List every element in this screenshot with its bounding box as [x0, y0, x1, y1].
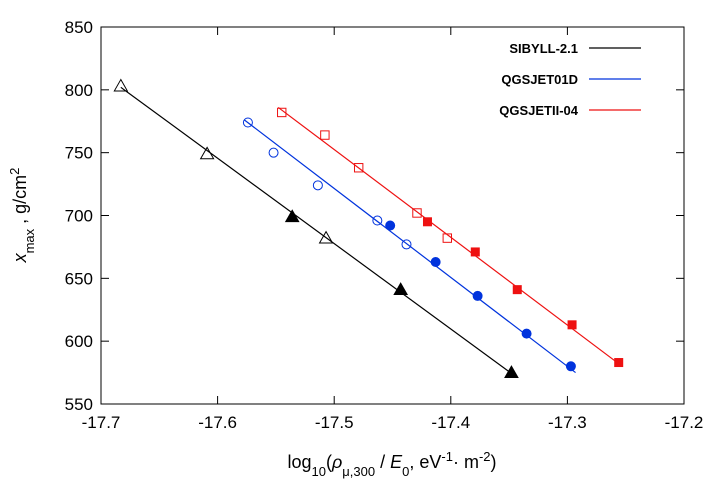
legend-label: QGSJET01D	[501, 72, 578, 87]
filled-point	[472, 290, 483, 301]
open-point	[320, 130, 330, 140]
x-tick-label: -17.3	[548, 413, 587, 432]
y-tick-label: 750	[65, 144, 93, 163]
filled-point	[430, 256, 441, 267]
legend-label: SIBYLL-2.1	[509, 41, 578, 56]
fit-line	[120, 86, 515, 376]
series-layer	[113, 78, 624, 378]
y-tick-label: 850	[65, 18, 93, 37]
filled-point	[393, 282, 409, 296]
x-tick-label: -17.7	[82, 413, 121, 432]
filled-point	[521, 328, 532, 339]
x-tick-label: -17.2	[665, 413, 704, 432]
open-point	[277, 107, 287, 118]
open-point	[318, 230, 334, 244]
open-point	[199, 146, 215, 160]
filled-point	[284, 209, 300, 223]
y-tick-label: 550	[65, 395, 93, 414]
axis-ticks: -17.7 -17.6 -17.5 -17.4 -17.3 -17.2 550 600 650 7…	[65, 18, 704, 432]
open-point	[312, 180, 323, 191]
open-point	[412, 208, 422, 218]
open-point	[401, 239, 412, 250]
open-point	[113, 78, 129, 92]
open-point	[353, 163, 364, 173]
x-tick-label: -17.4	[431, 413, 470, 432]
legend-label: QGSJETII-04	[499, 103, 579, 118]
series-1	[113, 78, 519, 378]
series-2	[242, 117, 576, 374]
filled-point	[614, 358, 624, 368]
y-tick-label: 650	[65, 269, 93, 288]
y-tick-label: 600	[65, 332, 93, 351]
fit-line	[244, 119, 576, 374]
filled-point	[504, 365, 519, 378]
x-tick-label: -17.6	[198, 413, 237, 432]
open-point	[442, 233, 453, 243]
series-3	[277, 106, 624, 368]
filled-point	[565, 361, 576, 372]
filled-point	[385, 220, 396, 231]
open-point	[268, 147, 279, 158]
fit-line	[277, 106, 623, 367]
y-tick-label: 800	[65, 81, 93, 100]
x-axis-title: log10(ρμ,300 / E0, eV-1· m-2)	[287, 449, 496, 479]
filled-point	[422, 217, 432, 227]
y-tick-label: 700	[65, 207, 93, 226]
y-axis-title: xmax , g/cm2	[7, 168, 37, 264]
filled-point	[470, 247, 480, 257]
legend: SIBYLL-2.1 QGSJET01D QGSJETII-04	[499, 41, 641, 118]
filled-point	[512, 285, 522, 295]
open-point	[372, 215, 383, 226]
open-point	[242, 117, 253, 128]
filled-point	[567, 320, 577, 330]
x-tick-label: -17.5	[315, 413, 354, 432]
